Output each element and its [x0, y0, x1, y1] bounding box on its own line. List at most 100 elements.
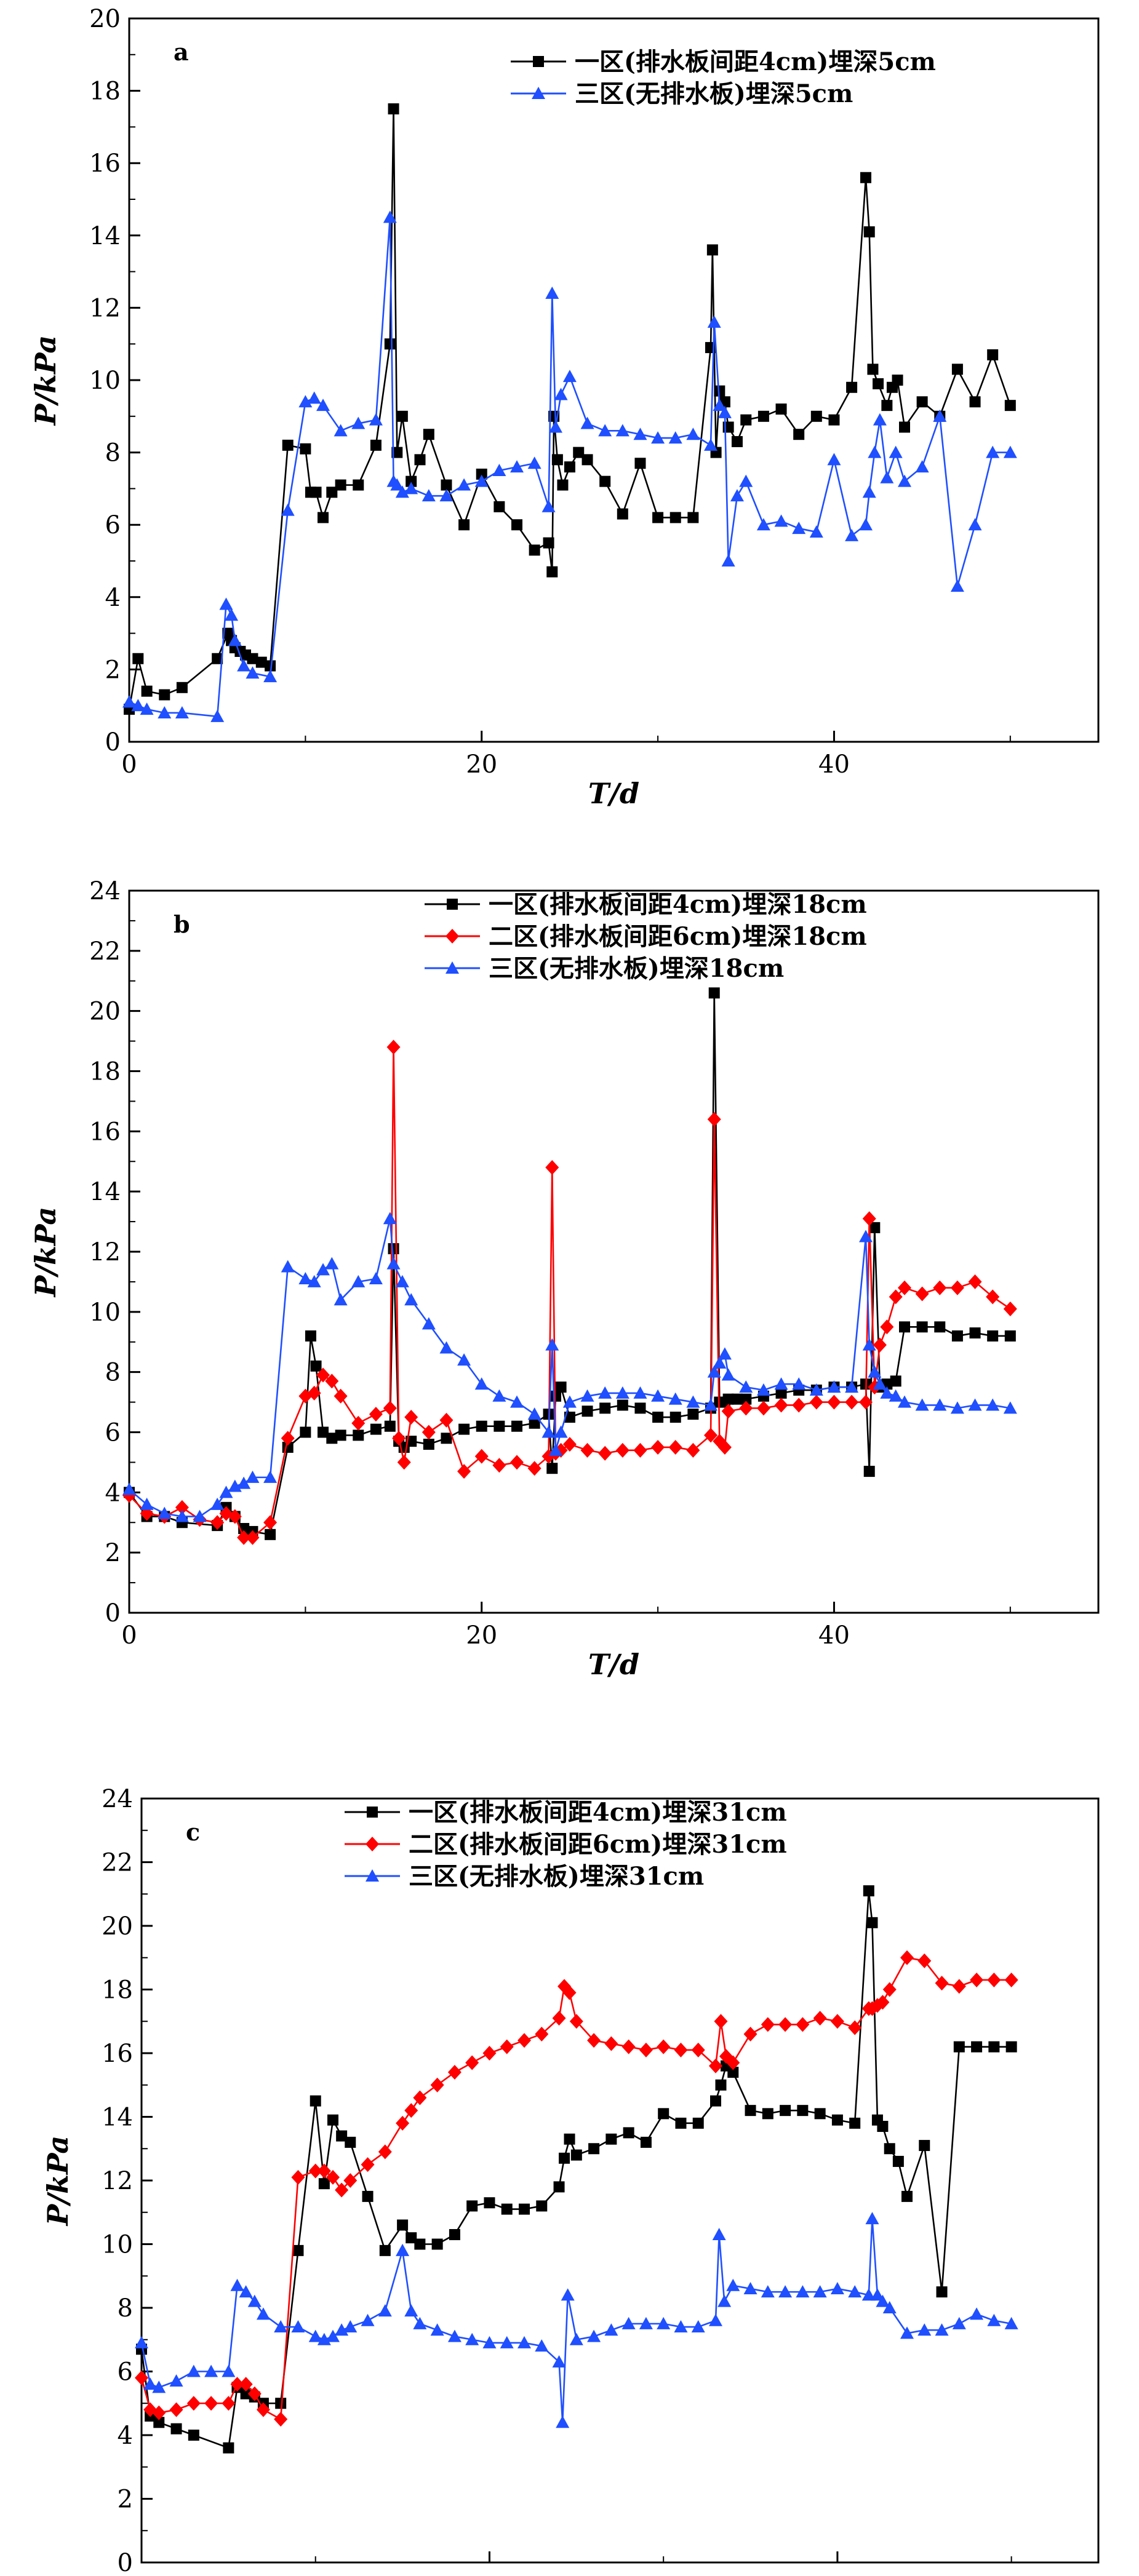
data-point [581, 454, 593, 466]
data-point [668, 1439, 682, 1455]
data-point [511, 519, 522, 531]
data-point [633, 427, 647, 440]
data-point [307, 1385, 321, 1401]
data-point [986, 1398, 1000, 1411]
data-point [674, 2042, 688, 2057]
data-point [951, 1330, 963, 1342]
data-point [757, 410, 769, 422]
data-point [936, 2286, 948, 2298]
data-point [756, 1383, 770, 1396]
x-tick-label: 40 [821, 2571, 853, 2574]
data-point [969, 396, 981, 408]
data-point [580, 1389, 594, 1402]
legend-label: 三区(无排水板)埋深31cm [409, 1862, 704, 1891]
data-point [492, 1389, 506, 1402]
data-point [300, 443, 311, 455]
data-point [135, 2335, 148, 2348]
data-point [564, 2133, 575, 2145]
data-point [730, 489, 744, 502]
data-point [511, 1420, 522, 1432]
y-tick-label: 8 [118, 2294, 133, 2323]
data-point [457, 1464, 471, 1479]
data-point [518, 2335, 531, 2348]
data-point [298, 395, 313, 408]
data-point [482, 2335, 497, 2348]
chart-panel-a: 0 2 4 6 8 10 12 14 16 18 20 0 20 40 T/d P/kPa a 一区(排水板间距4… [29, 5, 1100, 810]
data-point [308, 2329, 322, 2342]
data-point [951, 364, 963, 375]
data-point [880, 471, 894, 483]
data-point [336, 2130, 348, 2142]
data-point [968, 518, 982, 531]
data-point [1005, 2041, 1017, 2053]
data-point [687, 512, 699, 523]
data-point [933, 409, 947, 422]
data-point [873, 1377, 887, 1390]
data-point [553, 2181, 565, 2193]
legend-marker [533, 56, 544, 67]
data-point [228, 634, 242, 646]
legend-marker [366, 1869, 379, 1882]
data-point [562, 1985, 577, 2000]
data-point [210, 709, 225, 722]
data-point [827, 1394, 841, 1410]
data-point [845, 1394, 859, 1410]
data-point [441, 1433, 452, 1444]
data-point [691, 2320, 705, 2333]
data-point [422, 1425, 436, 1440]
data-point [396, 2115, 410, 2131]
data-point [404, 2304, 418, 2317]
data-point [1004, 1972, 1018, 1987]
data-point [536, 2200, 548, 2212]
data-point [274, 2412, 288, 2427]
data-point [228, 1509, 242, 1524]
data-point [1003, 1401, 1017, 1414]
data-point [186, 2364, 201, 2377]
data-point [813, 2285, 827, 2298]
data-point [686, 1395, 700, 1408]
y-tick-label: 18 [102, 1976, 133, 2005]
data-point [447, 2329, 462, 2342]
legend: 一区(排水板间距4cm)埋深18cm 二区(排水板间距6cm)埋深18cm 三区(无… [425, 890, 867, 983]
data-point [458, 1423, 470, 1435]
data-point [634, 458, 646, 469]
data-point [529, 1417, 540, 1429]
data-point [712, 2227, 726, 2240]
data-point [933, 1280, 947, 1295]
data-point [651, 1389, 665, 1402]
legend-marker [447, 899, 458, 910]
y-tick-label: 12 [102, 2167, 133, 2195]
data-point [307, 391, 321, 404]
y-tick-label: 6 [105, 1419, 121, 1447]
legend-label: 二区(排水板间距6cm)埋深18cm [489, 922, 867, 951]
data-point [743, 2281, 757, 2294]
data-point [501, 2203, 513, 2215]
data-point [762, 2108, 773, 2120]
data-point [361, 2157, 375, 2173]
data-point [876, 1995, 890, 2010]
data-point [573, 447, 585, 458]
y-tick-label: 24 [89, 877, 121, 905]
data-point [274, 2320, 288, 2333]
data-point [310, 1360, 322, 1372]
data-point [122, 695, 136, 708]
data-point [559, 2152, 570, 2164]
data-point [343, 2173, 358, 2188]
data-point [361, 2313, 375, 2326]
data-point [916, 396, 928, 408]
data-point [325, 1257, 339, 1270]
data-point [581, 1405, 593, 1417]
data-point [987, 1972, 1001, 1987]
data-point [774, 514, 788, 527]
data-point [633, 1442, 647, 1458]
data-point [369, 1272, 383, 1285]
y-tick-label: 24 [102, 1785, 133, 1813]
data-point [861, 2288, 876, 2301]
data-point [717, 2294, 732, 2307]
data-point [465, 2055, 479, 2070]
data-point [899, 1321, 910, 1333]
data-point [549, 420, 562, 433]
legend-marker [367, 1807, 378, 1818]
data-point [986, 445, 1000, 458]
data-point [598, 1386, 612, 1399]
